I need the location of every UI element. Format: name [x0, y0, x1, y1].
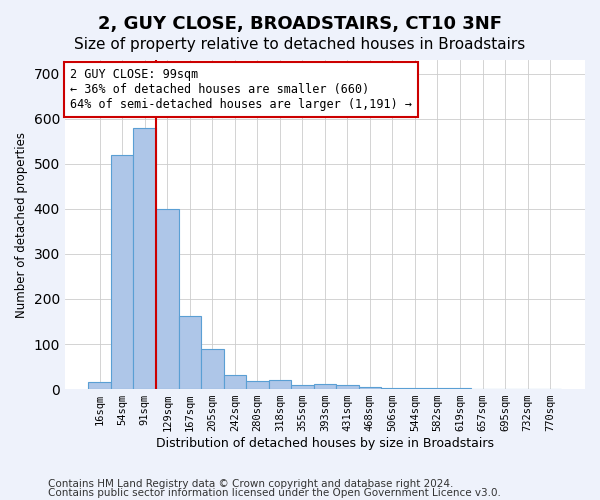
- Bar: [156, 209, 179, 389]
- Bar: [291, 384, 314, 389]
- Text: Contains public sector information licensed under the Open Government Licence v3: Contains public sector information licen…: [48, 488, 501, 498]
- Text: 2, GUY CLOSE, BROADSTAIRS, CT10 3NF: 2, GUY CLOSE, BROADSTAIRS, CT10 3NF: [98, 15, 502, 33]
- Bar: [133, 128, 156, 389]
- Bar: [426, 388, 449, 389]
- X-axis label: Distribution of detached houses by size in Broadstairs: Distribution of detached houses by size …: [156, 437, 494, 450]
- Bar: [449, 388, 471, 389]
- Bar: [381, 388, 404, 389]
- Bar: [224, 374, 246, 389]
- Bar: [359, 387, 381, 389]
- Bar: [88, 382, 111, 389]
- Bar: [201, 350, 224, 389]
- Bar: [269, 380, 291, 389]
- Text: Size of property relative to detached houses in Broadstairs: Size of property relative to detached ho…: [74, 38, 526, 52]
- Bar: [314, 384, 336, 389]
- Bar: [179, 316, 201, 389]
- Bar: [111, 154, 133, 389]
- Text: 2 GUY CLOSE: 99sqm
← 36% of detached houses are smaller (660)
64% of semi-detach: 2 GUY CLOSE: 99sqm ← 36% of detached hou…: [70, 68, 412, 111]
- Bar: [404, 388, 426, 389]
- Y-axis label: Number of detached properties: Number of detached properties: [15, 132, 28, 318]
- Bar: [336, 386, 359, 389]
- Bar: [246, 382, 269, 389]
- Text: Contains HM Land Registry data © Crown copyright and database right 2024.: Contains HM Land Registry data © Crown c…: [48, 479, 454, 489]
